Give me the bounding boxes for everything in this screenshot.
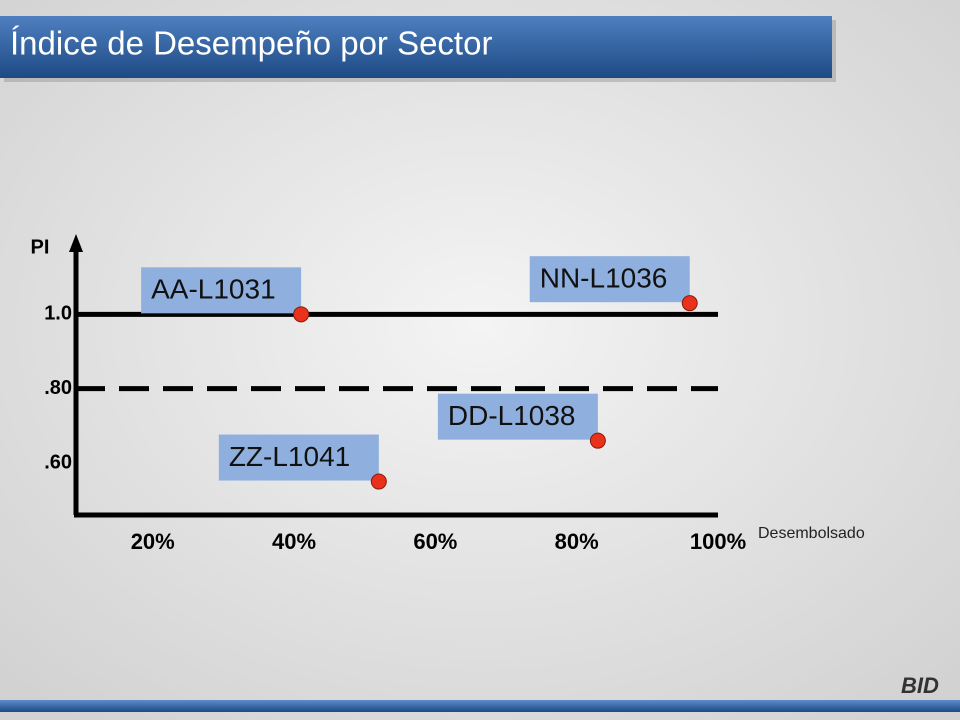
x-tick-label: 20% [131, 529, 175, 554]
point-label-box [529, 256, 690, 303]
title-bar [0, 16, 832, 78]
y-axis-label: PI [31, 236, 50, 258]
point [370, 473, 387, 490]
x-axis-label: Desembolsado [758, 525, 865, 542]
point [681, 295, 698, 312]
point-label: DD-L1038 [448, 400, 576, 431]
point-label-box [141, 267, 302, 314]
logo: BID [901, 673, 939, 698]
point [589, 432, 606, 449]
point [293, 306, 310, 323]
point-label: NN-L1036 [540, 263, 668, 294]
y-tick-label: .80 [44, 377, 72, 399]
x-tick-label: 40% [272, 529, 316, 554]
footer-bar [0, 700, 960, 712]
point-label: AA-L1031 [151, 274, 276, 305]
y-tick-label: .60 [44, 451, 72, 473]
chart-title: Índice de Desempeño por Sector [10, 25, 492, 62]
x-tick-label: 80% [555, 529, 599, 554]
x-tick-label: 100% [690, 529, 746, 554]
point-label: ZZ-L1041 [229, 441, 350, 472]
y-axis-arrow [69, 234, 83, 252]
point-label-box [437, 393, 598, 440]
y-tick-label: 1.0 [44, 303, 72, 325]
x-tick-label: 60% [413, 529, 457, 554]
point-label-box [218, 434, 379, 481]
